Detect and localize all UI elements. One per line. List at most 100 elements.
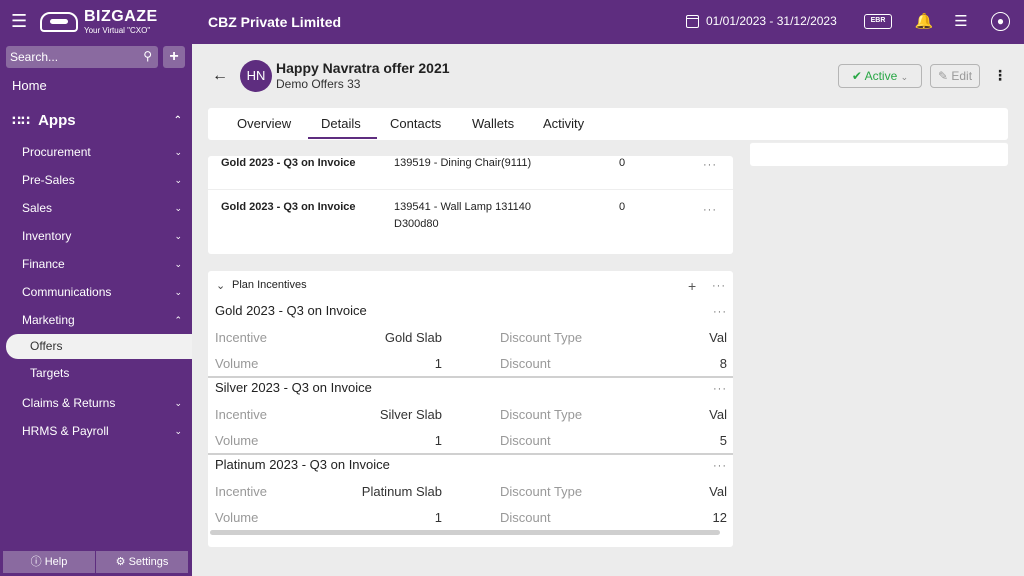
page-subtitle: Demo Offers 33 (276, 77, 361, 91)
tab-overview[interactable]: Overview (237, 116, 292, 131)
sidebar-item-sales[interactable]: Sales ⌄ (22, 201, 182, 215)
date-range-text: 01/01/2023 - 31/12/2023 (706, 14, 837, 28)
settings-button[interactable]: ⚙ Settings (96, 551, 188, 573)
section-more-icon[interactable]: ··· (712, 280, 726, 292)
volume-value: 1 (434, 356, 442, 371)
chevron-up-icon: ⌃ (173, 115, 182, 126)
chevron-down-icon: ⌄ (174, 286, 182, 297)
sidebar-item-label: Pre-Sales (22, 173, 75, 187)
sidebar-item-procurement[interactable]: Procurement ⌄ (22, 145, 182, 159)
sidebar-item-pre-sales[interactable]: Pre-Sales ⌄ (22, 173, 182, 187)
user-profile-icon[interactable]: ● (991, 12, 1010, 31)
bell-icon[interactable]: 🔔 (914, 13, 934, 30)
volume-label: Volume (215, 356, 259, 371)
settings-label: Settings (128, 556, 169, 568)
sidebar-item-communications[interactable]: Communications ⌄ (22, 285, 182, 299)
chevron-down-icon: ⌄ (900, 72, 909, 82)
search-box[interactable]: ⚲ (6, 46, 158, 68)
sidebar-item-offers[interactable]: Offers (6, 334, 192, 359)
sidebar-item-label: Sales (22, 201, 53, 215)
tab-contacts[interactable]: Contacts (390, 116, 442, 131)
row-plan: Gold 2023 - Q3 on Invoice (221, 157, 356, 169)
logo[interactable]: BIZGAZE Your Virtual "CXO" (40, 9, 158, 35)
row-item: 139519 - Dining Chair(9111) (394, 157, 532, 169)
sidebar-item-marketing[interactable]: Marketing ⌃ (22, 313, 182, 327)
back-arrow-icon[interactable]: ← (212, 67, 228, 84)
chevron-down-icon[interactable]: ⌄ (216, 280, 226, 292)
help-icon: ⓘ (30, 556, 42, 568)
add-incentive-icon[interactable]: + (688, 278, 697, 294)
status-dropdown[interactable]: ✔ Active ⌄ (838, 64, 922, 88)
row-more-icon[interactable]: ··· (703, 204, 717, 216)
chevron-down-icon: ⌄ (174, 258, 182, 269)
tab-bar: Overview Details Contacts Wallets Activi… (208, 108, 1008, 140)
help-button[interactable]: ⓘ Help (3, 551, 95, 573)
gear-icon: ⚙ (115, 556, 126, 568)
ebr-badge[interactable]: EBR (864, 14, 892, 29)
incentive-more-icon[interactable]: ··· (713, 383, 727, 395)
incentive-label: Incentive (215, 484, 268, 499)
chevron-down-icon: ⌄ (174, 397, 182, 408)
incentive-title: Silver 2023 - Q3 on Invoice (215, 380, 372, 395)
sidebar-item-label: Finance (22, 257, 65, 271)
sidebar-item-label: Procurement (22, 145, 91, 159)
search-input[interactable] (6, 46, 126, 68)
volume-label: Volume (215, 433, 259, 448)
sidebar-item-label: Claims & Returns (22, 396, 116, 410)
company-name[interactable]: CBZ Private Limited (208, 14, 342, 30)
divider (208, 453, 733, 455)
incentive-more-icon[interactable]: ··· (713, 306, 727, 318)
pencil-icon: ✎ (937, 69, 949, 83)
chevron-down-icon: ⌄ (174, 202, 182, 213)
tab-activity[interactable]: Activity (543, 116, 585, 131)
side-panel-card (750, 142, 1008, 166)
edit-button[interactable]: ✎ Edit (930, 64, 980, 88)
search-icon[interactable]: ⚲ (143, 49, 152, 63)
incentive-more-icon[interactable]: ··· (713, 460, 727, 472)
sidebar-item-inventory[interactable]: Inventory ⌄ (22, 229, 182, 243)
incentive-label: Incentive (215, 330, 268, 345)
sidebar-item-finance[interactable]: Finance ⌄ (22, 257, 182, 271)
incentive-title: Gold 2023 - Q3 on Invoice (215, 303, 367, 318)
sidebar-item-label: Inventory (22, 229, 72, 243)
discount-type-label: Discount Type (500, 484, 583, 499)
sidebar-item-label: Communications (22, 285, 112, 299)
nav-apps-label: Apps (38, 112, 76, 129)
offer-items-card (208, 156, 733, 254)
logo-tagline: Your Virtual "CXO" (84, 26, 151, 35)
more-vertical-icon[interactable]: ⋮ (993, 67, 1007, 83)
row-more-icon[interactable]: ··· (703, 159, 717, 171)
discount-value: 8 (719, 356, 727, 371)
chevron-down-icon: ⌄ (174, 146, 182, 157)
chevron-up-icon: ⌃ (174, 314, 182, 325)
sidebar-item-claims-returns[interactable]: Claims & Returns ⌄ (22, 396, 182, 410)
hamburger-menu-icon[interactable]: ☰ (11, 11, 28, 31)
edit-label: Edit (951, 69, 973, 83)
discount-type-value: Val (709, 407, 727, 422)
date-range-picker[interactable]: 01/01/2023 - 31/12/2023 (686, 14, 837, 28)
apps-grid-icon: ∷∷ (12, 112, 31, 128)
task-list-icon[interactable]: ☰ (954, 13, 968, 30)
discount-type-label: Discount Type (500, 330, 583, 345)
row-qty: 0 (619, 201, 626, 213)
tab-details[interactable]: Details (321, 116, 361, 131)
discount-type-value: Val (709, 330, 727, 345)
chevron-down-icon: ⌄ (174, 174, 182, 185)
sidebar-item-targets[interactable]: Targets (30, 366, 70, 380)
nav-home[interactable]: Home (12, 78, 47, 93)
section-title: Plan Incentives (232, 279, 307, 291)
discount-label: Discount (500, 510, 551, 525)
check-circle-icon: ✔ (851, 69, 862, 83)
status-label: Active (864, 69, 898, 83)
sidebar-item-hrms-payroll[interactable]: HRMS & Payroll ⌄ (22, 424, 182, 438)
calendar-icon (686, 14, 699, 28)
row-item-cont: D300d80 (394, 218, 439, 230)
nav-apps[interactable]: ∷∷ Apps ⌃ (12, 112, 182, 129)
horizontal-scrollbar[interactable] (210, 530, 720, 535)
volume-value: 1 (434, 510, 442, 525)
incentive-title: Platinum 2023 - Q3 on Invoice (215, 457, 390, 472)
add-button[interactable]: + (163, 46, 185, 68)
logo-mark-icon (40, 12, 78, 32)
tab-wallets[interactable]: Wallets (472, 116, 515, 131)
plan-incentives-card (208, 271, 733, 547)
